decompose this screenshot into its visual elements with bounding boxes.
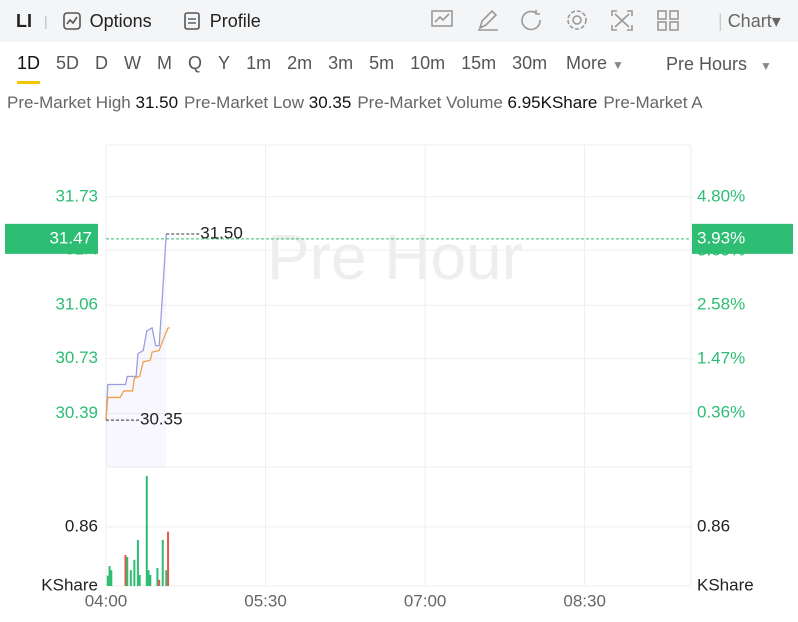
price-line — [105, 233, 167, 421]
x-tick-label: 07:00 — [404, 591, 447, 610]
settings-icon[interactable] — [572, 15, 582, 25]
toolbar: LI | Options Profile | Chart▾ — [0, 0, 798, 42]
volume-tick-label: 0.86 — [65, 516, 98, 535]
y-tick-label: 31.73 — [55, 186, 98, 205]
tool-icons — [431, 9, 679, 31]
profile-icon — [183, 12, 200, 30]
last-change-label: 3.93% — [697, 228, 745, 247]
last-change-badge — [692, 223, 793, 254]
volume-bar — [147, 570, 150, 586]
y2-tick-label: 4.80% — [697, 187, 745, 206]
period-tab[interactable]: 10m — [410, 52, 446, 73]
period-tab[interactable]: 5D — [56, 52, 80, 73]
refresh-icon[interactable] — [521, 10, 541, 31]
stat-value: 31.50 — [135, 93, 179, 112]
profile-label: Profile — [209, 10, 261, 31]
period-tab[interactable]: 1D — [17, 52, 41, 84]
stats-row: Pre-Market High 31.50 Pre-Market Low 30.3… — [7, 93, 798, 113]
x-tick-label: 08:30 — [563, 591, 606, 610]
profile-button[interactable]: Profile — [182, 11, 261, 32]
volume-bar — [126, 557, 129, 586]
chart-menu-label: Chart — [727, 11, 772, 31]
volume-bar — [133, 559, 136, 586]
stat-label: Pre-Market Volume — [357, 93, 503, 112]
stat-label: Pre-Market Low — [184, 93, 305, 112]
annotation-label: 30.35 — [140, 410, 183, 429]
y-tick-label: 30.73 — [55, 348, 98, 367]
period-tab[interactable]: 5m — [369, 52, 395, 73]
chart-menu[interactable]: | Chart▾ — [718, 11, 781, 31]
stat-label: Pre-Market High — [7, 93, 131, 112]
fullscreen-icon[interactable] — [611, 10, 633, 31]
x-tick-label: 05:30 — [244, 591, 287, 610]
period-tabs: 1D 5D D W M Q Y 1m 2m 3m 5m 10m 15m 30m — [0, 42, 798, 84]
volume-unit-right: KShare — [697, 575, 754, 594]
y-tick-label: 31.06 — [55, 295, 98, 314]
more-label: More — [566, 53, 608, 73]
annotation-label: 31.50 — [200, 223, 243, 242]
options-button[interactable]: Options — [62, 11, 152, 32]
period-tab[interactable]: M — [157, 52, 173, 73]
volume-tick-label-right: 0.86 — [697, 516, 730, 535]
period-tab[interactable]: 15m — [461, 52, 497, 73]
volume-bar — [138, 574, 141, 586]
indicator-icon[interactable] — [431, 10, 453, 27]
period-tab[interactable]: Q — [188, 52, 203, 73]
session-label: Pre Hours — [666, 54, 748, 74]
price-area — [106, 233, 167, 467]
options-icon — [62, 12, 81, 30]
volume-bar — [108, 566, 111, 586]
volume-bar — [106, 575, 109, 586]
volume-bar — [161, 539, 164, 586]
price-line — [105, 327, 170, 421]
period-tab[interactable]: W — [124, 52, 142, 73]
separator: | — [44, 13, 48, 29]
volume-bar — [149, 574, 152, 586]
stat-value: 30.35 — [308, 93, 352, 112]
stat-label: Pre-Market A — [603, 93, 703, 112]
volume-unit: KShare — [41, 575, 98, 594]
period-tab[interactable]: D — [95, 52, 109, 73]
symbol[interactable]: LI — [16, 10, 32, 31]
volume-bar — [167, 531, 170, 586]
period-tab[interactable]: 2m — [287, 52, 313, 73]
period-tab[interactable]: Y — [218, 52, 231, 73]
session-menu[interactable]: Pre Hours ▼ — [666, 54, 772, 74]
y-tick-label: 30.39 — [55, 403, 98, 422]
volume-bar — [165, 570, 168, 586]
more-menu[interactable]: More ▼ — [566, 53, 624, 74]
volume-bar — [156, 568, 159, 586]
volume-bar — [158, 579, 161, 586]
volume-bar — [124, 555, 127, 586]
watermark: Pre Hour — [267, 221, 523, 293]
options-label: Options — [89, 10, 152, 31]
y2-tick-label: 0.36% — [697, 402, 745, 421]
draw-icon[interactable] — [478, 9, 498, 31]
volume-bar — [110, 570, 113, 586]
volume-bar — [129, 570, 132, 586]
volume-bar — [136, 539, 139, 586]
period-tab[interactable]: 30m — [512, 52, 548, 73]
y2-tick-label: 1.47% — [697, 349, 745, 368]
y2-tick-label: 2.58% — [697, 295, 745, 314]
period-tab[interactable]: 1m — [246, 52, 272, 73]
last-price-label: 31.47 — [49, 228, 92, 247]
period-tab[interactable]: 3m — [328, 52, 354, 73]
x-tick-label: 04:00 — [85, 591, 128, 610]
stat-value: 6.95KShare — [507, 93, 598, 112]
last-price-badge — [5, 223, 98, 254]
layout-icon[interactable] — [657, 10, 667, 20]
volume-bar — [145, 475, 148, 586]
